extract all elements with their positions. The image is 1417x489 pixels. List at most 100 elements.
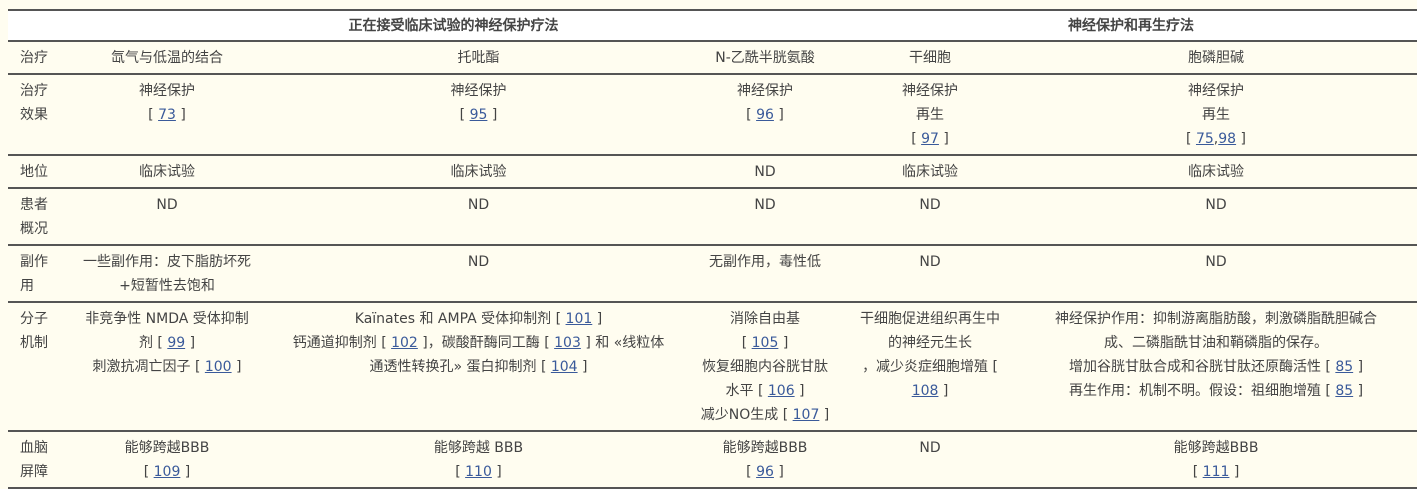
row-label-line: 血脑 [20, 440, 48, 456]
header-clinical-trials: 正在接受临床试验的神经保护疗法 [62, 9, 846, 42]
reference-link[interactable]: 96 [756, 464, 774, 480]
cell-line: 恢复细胞内谷胱甘肽 [689, 355, 841, 379]
cell-line: N-乙酰半胱氨酸 [689, 46, 841, 70]
cell-text: 一些副作用：皮下脂肪坏死 [83, 254, 251, 270]
reference-link[interactable]: 100 [204, 359, 232, 375]
row-label-line: 副作 [20, 254, 48, 270]
table-cell: 托吡酯 [272, 40, 685, 75]
table-cell: ND [1015, 244, 1417, 303]
cell-text: 能够跨越BBB [722, 440, 808, 456]
table-cell: ND [845, 244, 1016, 303]
cell-line: 临床试验 [66, 160, 268, 184]
reference-link[interactable]: 106 [767, 383, 795, 399]
reference-link[interactable]: 104 [550, 359, 578, 375]
cell-line: ND [849, 193, 1011, 217]
cell-text: 临床试验 [1188, 164, 1245, 180]
reference-link[interactable]: 95 [469, 107, 488, 123]
header-empty [8, 9, 62, 42]
table-cell: 临床试验 [62, 154, 272, 189]
reference-link[interactable]: 85 [1335, 383, 1354, 399]
reference-link[interactable]: 107 [792, 407, 820, 423]
reference-link[interactable]: 85 [1335, 359, 1354, 375]
row-label: 副作用 [8, 244, 62, 303]
table-cell: 能够跨越BBB [ 111 ] [1015, 430, 1417, 489]
reference-link[interactable]: 99 [167, 335, 186, 351]
cell-line: 干细胞 [849, 46, 1011, 70]
cell-line: 干细胞促进组织再生中 [849, 307, 1011, 331]
table-body: 治疗 氙气与低温的结合 托吡酯 N-乙酰半胱氨酸 干细胞 胞磷胆碱 治疗 效果 神经保护[ 73… [8, 40, 1417, 489]
cell-text: 再生 [916, 107, 945, 123]
cell-line: ，减少炎症细胞增殖 [ [849, 355, 1011, 379]
cell-text: N-乙酰半胱氨酸 [715, 50, 815, 66]
cell-line: 能够跨越BBB [1019, 436, 1413, 460]
table-cell: ND [685, 187, 846, 246]
row-label-line: 概况 [20, 221, 48, 237]
reference-link[interactable]: 110 [465, 464, 492, 480]
reference-link[interactable]: 111 [1202, 464, 1230, 480]
cell-line: 108 ] [911, 383, 949, 399]
reference-link[interactable]: 96 [756, 107, 774, 123]
cell-text: 神经保护 [1188, 83, 1245, 99]
cell-text: 非竞争性 NMDA 受体抑制 [85, 311, 249, 327]
cell-line: 的神经元生长 [849, 331, 1011, 355]
cell-text: +短暂性去饱和 [119, 278, 215, 294]
reference-link[interactable]: 101 [565, 311, 593, 327]
table-row: 分子 机制 非竞争性 NMDA 受体抑制剂 [ 99 ] 刺激抗凋亡因子 [ 100 … [8, 301, 1417, 432]
reference-link[interactable]: 103 [554, 335, 581, 351]
cell-line: 能够跨越 BBB [276, 436, 681, 460]
table-cell: ND [1015, 187, 1417, 246]
cell-line: 托吡酯 [276, 46, 681, 70]
cell-text: 临床试验 [139, 164, 195, 180]
cell-line: [ 96 ] [746, 107, 784, 123]
reference-link[interactable]: 105 [751, 335, 779, 351]
table-cell: ND [272, 244, 685, 303]
cell-text: 临床试验 [450, 164, 507, 180]
row-label-line: 屏障 [20, 464, 48, 480]
cell-line: 神经保护 [276, 79, 681, 103]
cell-text: ND [467, 197, 490, 213]
cell-text: ND [1205, 254, 1227, 270]
cell-text: 剂 [138, 335, 158, 351]
table-cell: 神经保护 再生 [ 97 ] [845, 73, 1016, 156]
cell-line: 一些副作用：皮下脂肪坏死 [66, 250, 268, 274]
cell-text: 干细胞促进组织再生中 [860, 311, 1001, 327]
table-cell: ND [845, 187, 1016, 246]
table-row: 患者 概况 ND ND ND ND ND [8, 187, 1417, 246]
row-label-line: 分子 [20, 311, 48, 327]
cell-text: 神经保护 [450, 83, 507, 99]
reference-link[interactable]: 102 [391, 335, 418, 351]
cell-line: ND [849, 436, 1011, 460]
reference-link[interactable]: 97 [921, 131, 939, 147]
cell-line: 水平 [ 106 ] [725, 383, 805, 399]
reference-link[interactable]: 73 [158, 107, 176, 123]
cell-text: 托吡酯 [457, 50, 500, 66]
cell-text: 干细胞 [909, 50, 952, 66]
cell-line: 减少NO生成 [ 107 ] [700, 407, 830, 423]
cell-text: 刺激抗凋亡因子 [92, 359, 195, 375]
cell-line: 增加谷胱甘肽合成和谷胱甘肽还原酶活性 [ 85 ] [1068, 359, 1364, 375]
table-row: 治疗 氙气与低温的结合 托吡酯 N-乙酰半胱氨酸 干细胞 胞磷胆碱 [8, 40, 1417, 75]
table-cell: 神经保护作用：抑制游离脂肪酸，刺激磷脂酰胆碱合 成、二磷脂酰甘油和鞘磷脂的保存。增… [1015, 301, 1417, 432]
cell-text: 的神经元生长 [888, 335, 973, 351]
cell-line: [ 96 ] [746, 464, 784, 480]
reference-link[interactable]: 75 [1195, 131, 1214, 147]
table-cell: ND [685, 154, 846, 189]
reference-link[interactable]: 98 [1218, 131, 1237, 147]
table-cell: Kaïnates 和 AMPA 受体抑制剂 [ 101 ] 钙通道抑制剂 [ 10… [272, 301, 685, 432]
cell-text: ND [156, 197, 178, 213]
cell-text: 神经保护作用：抑制游离脂肪酸，刺激磷脂酰胆碱合 [1055, 311, 1378, 327]
cell-line: 刺激抗凋亡因子 [ 100 ] [92, 359, 242, 375]
table-cell: ND [272, 187, 685, 246]
row-label-line: 治疗 [20, 50, 48, 66]
table-cell: 临床试验 [1015, 154, 1417, 189]
row-label: 治疗 [8, 40, 62, 75]
table-cell: 一些副作用：皮下脂肪坏死 +短暂性去饱和 [62, 244, 272, 303]
table-cell: 无副作用，毒性低 [685, 244, 846, 303]
cell-line: [ 97 ] [911, 131, 949, 147]
row-label: 分子 机制 [8, 301, 62, 432]
reference-link[interactable]: 108 [911, 383, 939, 399]
cell-line: 临床试验 [849, 160, 1011, 184]
table-cell: 临床试验 [272, 154, 685, 189]
cell-line: 再生 [1019, 103, 1413, 127]
reference-link[interactable]: 109 [153, 464, 181, 480]
